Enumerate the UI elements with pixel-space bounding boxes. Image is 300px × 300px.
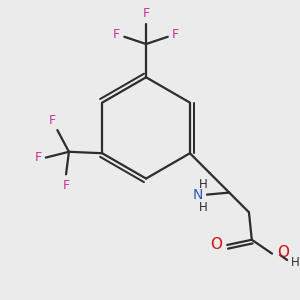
Text: F: F bbox=[35, 151, 42, 164]
Text: O: O bbox=[211, 237, 223, 252]
Text: F: F bbox=[49, 114, 56, 127]
Text: H: H bbox=[291, 256, 299, 269]
Text: F: F bbox=[62, 179, 70, 192]
Text: F: F bbox=[113, 28, 120, 41]
Text: H: H bbox=[199, 178, 208, 191]
Text: F: F bbox=[142, 7, 150, 20]
Text: H: H bbox=[199, 201, 208, 214]
Text: O: O bbox=[277, 245, 289, 260]
Text: N: N bbox=[193, 188, 203, 203]
Text: F: F bbox=[172, 28, 179, 41]
